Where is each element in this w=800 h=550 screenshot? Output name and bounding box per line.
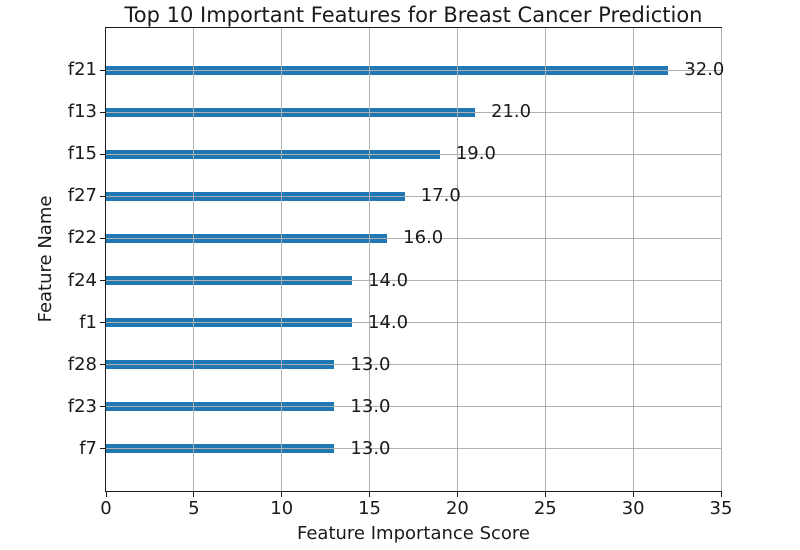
x-tick-mark <box>544 492 546 497</box>
x-gridline <box>281 28 283 491</box>
y-gridline <box>106 69 721 71</box>
x-gridline <box>720 28 722 491</box>
x-tick-label: 0 <box>100 498 112 519</box>
bar-value-label: 13.0 <box>350 353 391 375</box>
y-gridline <box>106 406 721 408</box>
y-tick-mark <box>100 322 105 324</box>
bar-value-label: 32.0 <box>684 59 725 81</box>
bar-value-label: 17.0 <box>420 185 461 207</box>
x-tick-label: 15 <box>358 498 382 519</box>
y-tick-label: f15 <box>67 143 97 165</box>
bar-value-label: 13.0 <box>350 437 391 459</box>
y-tick-mark <box>100 237 105 239</box>
y-tick-mark <box>100 111 105 113</box>
y-tick-mark <box>100 69 105 71</box>
y-gridline <box>106 364 721 366</box>
y-tick-label: f28 <box>67 353 97 375</box>
y-gridline <box>106 153 721 155</box>
x-tick-mark <box>193 492 195 497</box>
x-gridline <box>193 28 195 491</box>
x-gridline <box>632 28 634 491</box>
bar-value-label: 13.0 <box>350 395 391 417</box>
x-gridline <box>456 28 458 491</box>
y-tick-label: f13 <box>67 101 97 123</box>
x-axis-label: Feature Importance Score <box>296 523 531 544</box>
y-tick-label: f7 <box>79 437 97 459</box>
y-tick-mark <box>100 153 105 155</box>
chart-title: Top 10 Important Features for Breast Can… <box>124 3 703 27</box>
bar-value-label: 19.0 <box>455 143 496 165</box>
y-gridline <box>106 237 721 239</box>
y-tick-label: f22 <box>67 227 97 249</box>
x-tick-mark <box>105 492 107 497</box>
x-tick-mark <box>720 492 722 497</box>
bar-value-label: 16.0 <box>403 227 444 249</box>
y-tick-label: f24 <box>67 269 97 291</box>
y-gridline <box>106 448 721 450</box>
x-tick-label: 30 <box>621 498 645 519</box>
y-tick-mark <box>100 448 105 450</box>
x-tick-label: 10 <box>270 498 294 519</box>
y-gridline <box>106 111 721 113</box>
y-gridline <box>106 280 721 282</box>
y-tick-mark <box>100 195 105 197</box>
plot-area: 32.0 21.0 19.0 17.0 16.0 14.0 14.0 13.0 13.0 13.0 <box>105 27 725 492</box>
bar-value-label: 21.0 <box>491 101 532 123</box>
x-tick-label: 25 <box>533 498 557 519</box>
bar-value-label: 14.0 <box>368 311 409 333</box>
y-tick-label: f23 <box>67 395 97 417</box>
y-gridline <box>106 195 721 197</box>
x-gridline <box>544 28 546 491</box>
x-tick-mark <box>369 492 371 497</box>
y-tick-label: f27 <box>67 185 97 207</box>
y-axis-label: Feature Name <box>35 195 56 323</box>
bar-value-label: 14.0 <box>368 269 409 291</box>
x-tick-label: 35 <box>709 498 733 519</box>
x-gridline <box>369 28 371 491</box>
x-tick-mark <box>456 492 458 497</box>
y-tick-mark <box>100 364 105 366</box>
y-tick-label: f21 <box>67 59 97 81</box>
y-tick-label: f1 <box>79 311 97 333</box>
y-tick-mark <box>100 280 105 282</box>
x-tick-mark <box>632 492 634 497</box>
y-tick-mark <box>100 406 105 408</box>
y-gridline <box>106 322 721 324</box>
x-tick-mark <box>281 492 283 497</box>
x-tick-label: 5 <box>188 498 200 519</box>
x-tick-label: 20 <box>445 498 469 519</box>
